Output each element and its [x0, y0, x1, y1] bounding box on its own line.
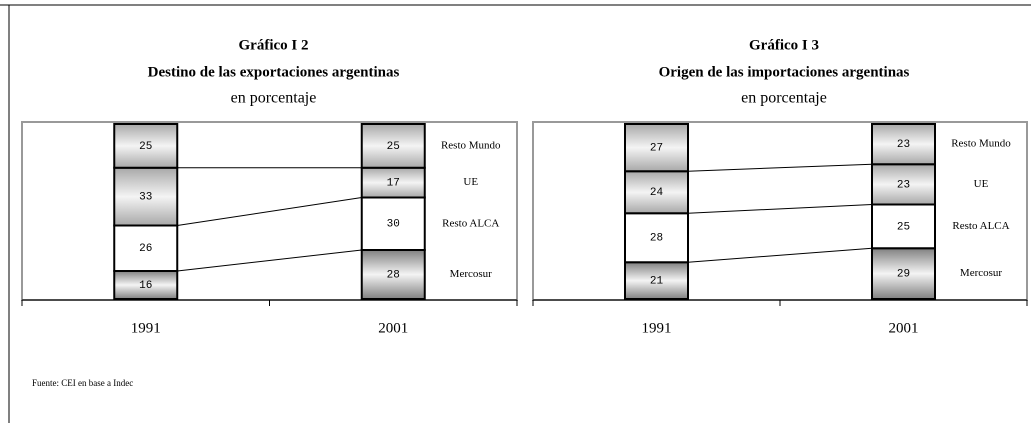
- bar-segment: [360, 196, 426, 251]
- legend-label: Mercosur: [450, 268, 492, 280]
- value-label: 21: [650, 276, 664, 288]
- chart-subtitle: Destino de las exportaciones argentinas: [148, 64, 400, 80]
- x-tick-label: 2001: [889, 320, 919, 336]
- legend-label: Mercosur: [960, 267, 1002, 279]
- connector: [177, 197, 362, 226]
- bar-segment: [871, 247, 936, 300]
- source: Fuente: CEI en base a Indec: [32, 378, 133, 388]
- legend-label: Resto Mundo: [951, 138, 1011, 150]
- value-label: 25: [139, 141, 152, 153]
- x-tick-label: 1991: [131, 320, 161, 336]
- bar-segment: [871, 163, 936, 206]
- unit-label: en porcentaje: [231, 90, 317, 107]
- bar-segment: [113, 123, 179, 169]
- value-label: 23: [897, 139, 910, 151]
- x-tick-label: 1991: [642, 320, 672, 336]
- legend-label: Resto ALCA: [952, 220, 1009, 232]
- value-label: 24: [650, 187, 664, 199]
- bar-segment: [113, 224, 179, 272]
- value-label: 29: [897, 269, 910, 281]
- connector: [687, 247, 873, 263]
- connector: [177, 249, 362, 272]
- connector: [687, 163, 873, 172]
- connector: [687, 204, 873, 214]
- value-label: 28: [387, 269, 400, 281]
- legend-label: UE: [974, 178, 989, 190]
- chart-title: Gráfico I 2: [239, 37, 309, 53]
- chart-title: Gráfico I 3: [749, 37, 819, 53]
- value-label: 25: [897, 221, 910, 233]
- bar-segment: [871, 123, 936, 166]
- value-label: 27: [650, 143, 663, 155]
- chart-subtitle: Origen de las importaciones argentinas: [659, 64, 910, 80]
- legend-label: Resto ALCA: [442, 217, 499, 229]
- value-label: 16: [139, 280, 152, 292]
- bar-segment: [624, 212, 689, 264]
- legend-label: UE: [463, 176, 478, 188]
- value-label: 33: [139, 192, 152, 204]
- value-label: 25: [387, 141, 400, 153]
- unit-label: en porcentaje: [741, 90, 827, 107]
- bar-segment: [360, 123, 426, 169]
- value-label: 17: [387, 178, 400, 190]
- bar-segment: [360, 249, 426, 300]
- value-label: 30: [387, 219, 400, 231]
- x-tick-label: 2001: [378, 320, 408, 336]
- bar-segment: [871, 203, 936, 250]
- value-label: 23: [897, 179, 910, 191]
- value-label: 26: [139, 243, 152, 255]
- bar-segment: [113, 166, 179, 227]
- bar-segment: [624, 123, 689, 173]
- legend-label: Resto Mundo: [441, 139, 501, 151]
- value-label: 28: [650, 233, 663, 245]
- bar-segment: [624, 170, 689, 215]
